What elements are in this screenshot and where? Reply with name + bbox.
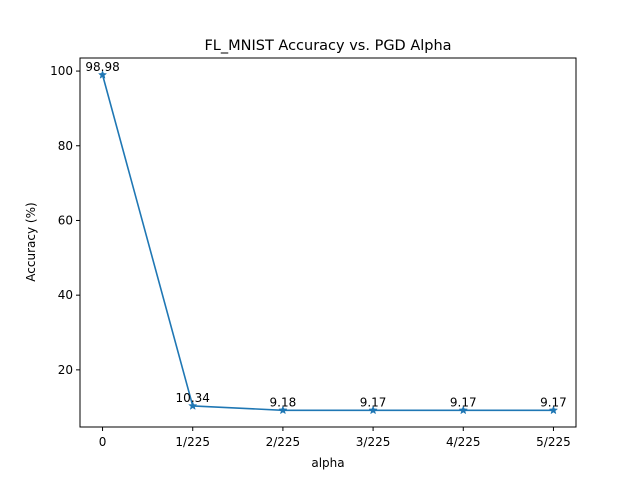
- data-label: 9.18: [270, 395, 297, 409]
- x-tick-label: 1/225: [175, 435, 210, 449]
- x-tick-label: 2/225: [266, 435, 301, 449]
- x-axis-label: alpha: [311, 456, 344, 470]
- series-line: [101, 74, 554, 412]
- y-tick-label: 20: [58, 363, 73, 377]
- plot-area: 98.98 10.34 9.18 9.17 9.17 9.17 0 1/225 2/225 3/2…: [50, 57, 577, 449]
- chart-title: FL_MNIST Accuracy vs. PGD Alpha: [204, 38, 451, 54]
- data-point-marker: [278, 405, 288, 415]
- data-label: 98.98: [85, 60, 119, 74]
- x-tick-label: 4/225: [446, 435, 481, 449]
- data-point-marker: [97, 69, 108, 79]
- x-tick-label: 5/225: [536, 435, 571, 449]
- data-point-marker: [548, 405, 559, 415]
- data-label: 9.17: [450, 395, 477, 409]
- y-axis-label: Accuracy (%): [24, 202, 38, 281]
- y-tick-label: 100: [50, 64, 73, 78]
- data-label: 10.34: [176, 391, 210, 405]
- y-tick-label: 60: [58, 213, 73, 227]
- plot-frame: [79, 57, 577, 428]
- x-tick-label: 3/225: [356, 435, 391, 449]
- data-label: 9.17: [540, 395, 567, 409]
- y-tick-label: 80: [58, 139, 73, 153]
- data-label: 9.17: [360, 395, 387, 409]
- data-point-marker: [368, 405, 378, 415]
- x-tick-label: 0: [99, 435, 107, 449]
- data-point-marker: [458, 405, 468, 415]
- y-tick-label: 40: [58, 288, 73, 302]
- data-point-marker: [188, 401, 198, 410]
